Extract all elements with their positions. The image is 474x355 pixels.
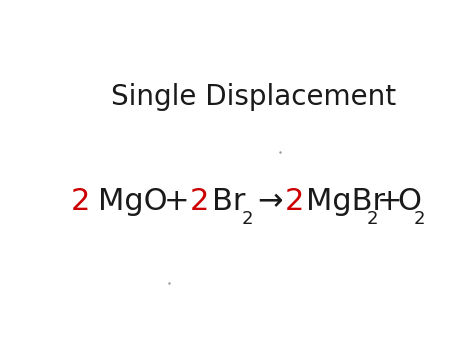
Text: 2: 2: [190, 187, 209, 215]
Text: Single Displacement: Single Displacement: [111, 83, 397, 111]
Text: MgO: MgO: [98, 187, 167, 215]
Text: O: O: [397, 187, 421, 215]
Text: Br: Br: [212, 187, 245, 215]
Text: 2: 2: [414, 210, 425, 228]
Text: 2: 2: [366, 210, 378, 228]
Text: +: +: [164, 187, 190, 215]
Text: 2: 2: [70, 187, 90, 215]
Text: MgBr: MgBr: [306, 187, 385, 215]
Text: →: →: [258, 187, 283, 215]
Text: 2: 2: [242, 210, 253, 228]
Text: +: +: [377, 187, 402, 215]
Text: 2: 2: [285, 187, 305, 215]
